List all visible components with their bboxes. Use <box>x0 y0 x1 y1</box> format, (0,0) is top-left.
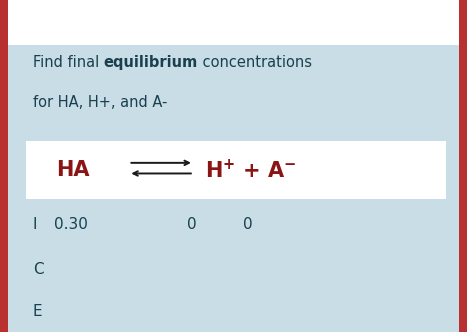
Text: Find final: Find final <box>33 55 104 70</box>
Text: for HA, H+, and A-: for HA, H+, and A- <box>33 95 167 110</box>
Text: 0: 0 <box>187 217 197 232</box>
Bar <box>0 0 8 332</box>
Bar <box>8 45 459 332</box>
Text: equilibrium: equilibrium <box>104 55 198 70</box>
Text: HA: HA <box>56 160 90 180</box>
Bar <box>26 141 446 199</box>
Text: 0: 0 <box>243 217 253 232</box>
Text: C: C <box>33 262 43 277</box>
Text: concentrations: concentrations <box>198 55 312 70</box>
Bar <box>0 0 467 45</box>
Text: E: E <box>33 304 42 319</box>
Bar <box>459 0 467 332</box>
Text: 0.30: 0.30 <box>54 217 88 232</box>
Text: H$^\mathregular{+}$ + A$^\mathregular{-}$: H$^\mathregular{+}$ + A$^\mathregular{-}… <box>205 158 297 182</box>
Text: I: I <box>33 217 37 232</box>
